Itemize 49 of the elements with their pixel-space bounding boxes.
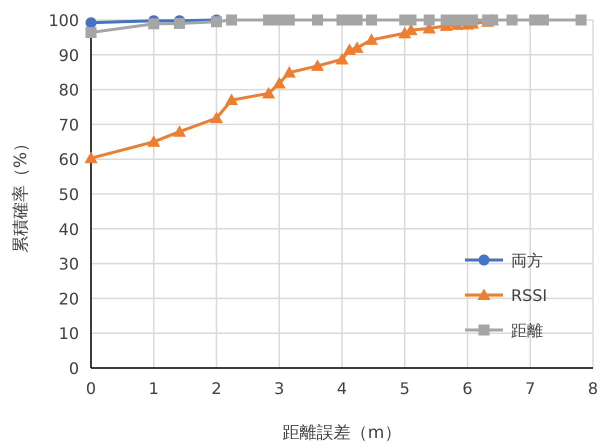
y-tick-label: 70 bbox=[58, 115, 79, 134]
point bbox=[272, 76, 286, 88]
point bbox=[86, 27, 96, 38]
point bbox=[424, 14, 435, 26]
y-tick-label: 30 bbox=[58, 254, 79, 274]
point bbox=[506, 14, 518, 26]
point bbox=[440, 14, 452, 26]
y-tick-label: 40 bbox=[58, 220, 79, 239]
point bbox=[282, 66, 296, 78]
x-tick-label: 6 bbox=[462, 379, 473, 398]
point bbox=[262, 86, 276, 98]
y-tick-label: 80 bbox=[58, 80, 79, 100]
point bbox=[86, 17, 96, 28]
y-tick-label: 90 bbox=[58, 46, 79, 65]
x-tick-label: 2 bbox=[211, 379, 222, 398]
point bbox=[576, 14, 587, 26]
y-tick-label: 0 bbox=[68, 359, 79, 378]
point bbox=[366, 14, 377, 26]
point bbox=[147, 135, 160, 147]
point bbox=[364, 33, 378, 45]
point bbox=[263, 14, 274, 26]
point bbox=[174, 18, 185, 29]
point bbox=[148, 18, 160, 30]
x-tick-label: 3 bbox=[274, 379, 284, 398]
point bbox=[312, 14, 324, 26]
point bbox=[172, 125, 186, 137]
y-tick-label: 20 bbox=[58, 289, 79, 308]
x-axis-title: 距離誤差（m） bbox=[282, 423, 402, 442]
x-tick-label: 4 bbox=[336, 379, 348, 398]
x-tick-label: 1 bbox=[148, 379, 159, 398]
y-axis-title: 累積確率（%） bbox=[11, 134, 31, 254]
x-tick-label: 5 bbox=[400, 379, 410, 398]
legend-label: RSSI bbox=[511, 286, 548, 305]
y-tick-label: 60 bbox=[58, 150, 79, 170]
y-tick-label: 100 bbox=[48, 11, 79, 30]
y-tick-label: 10 bbox=[58, 324, 79, 344]
point bbox=[311, 59, 324, 71]
point bbox=[226, 14, 238, 26]
y-tick-label: 50 bbox=[58, 185, 79, 204]
legend-label: 両方 bbox=[511, 251, 543, 270]
point bbox=[284, 14, 295, 26]
x-tick-label: 0 bbox=[86, 379, 96, 398]
point bbox=[336, 52, 348, 64]
point bbox=[84, 152, 98, 164]
x-tick-label: 8 bbox=[588, 379, 598, 398]
point bbox=[210, 112, 223, 124]
x-tick-label: 7 bbox=[525, 379, 536, 398]
legend-label: 距離 bbox=[511, 321, 543, 340]
point bbox=[225, 94, 238, 106]
